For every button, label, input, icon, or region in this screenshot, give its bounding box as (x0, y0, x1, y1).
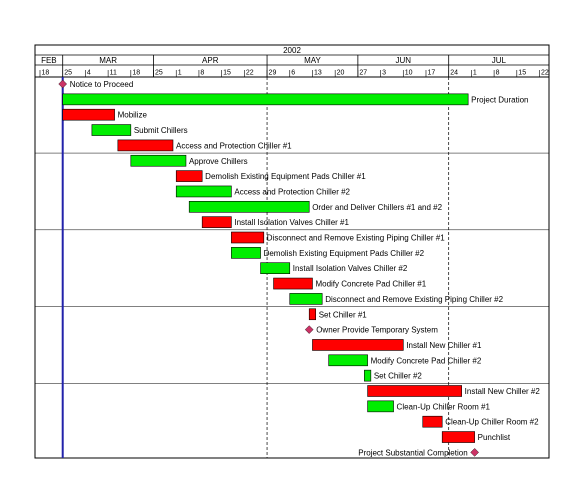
task-bar (367, 400, 394, 413)
task-label: Punchlist (478, 433, 511, 442)
week-tick-label: 15 (518, 70, 526, 77)
task-bar (188, 201, 310, 213)
task-label: Install New Chiller #1 (406, 341, 482, 350)
task-label: Access and Protection Chiller #1 (176, 141, 292, 150)
task-label: Project Substantial Completion (358, 448, 467, 457)
horizontal-gridlines (35, 152, 549, 384)
task-bar (273, 277, 313, 290)
month-label: MAY (304, 56, 321, 65)
task-bar (289, 293, 323, 305)
task-label: Demolish Existing Equipment Pads Chiller… (264, 249, 425, 258)
year-label: 2002 (283, 46, 301, 55)
task-label: Set Chiller #1 (319, 310, 368, 319)
task-label: Install Isolation Valves Chiller #1 (234, 218, 349, 227)
task-label: Mobilize (118, 111, 148, 120)
task-label: Set Chiller #2 (374, 372, 423, 381)
milestone-marker (58, 79, 67, 89)
task-bar (367, 385, 462, 397)
milestone-marker (304, 325, 314, 334)
week-tick-label: 1 (473, 70, 477, 77)
task-label: Disconnect and Remove Existing Piping Ch… (267, 234, 445, 243)
task-bar (422, 415, 443, 428)
task-bar (308, 308, 317, 321)
task-label: Disconnect and Remove Existing Piping Ch… (325, 295, 503, 304)
task-bar (231, 247, 261, 259)
task-label: Order and Deliver Chillers #1 and #2 (312, 203, 442, 212)
task-label: Approve Chillers (189, 157, 248, 166)
task-bar (62, 108, 115, 121)
week-tick-label: 17 (427, 70, 435, 77)
task-bar (130, 154, 187, 167)
month-label: FEB (41, 56, 57, 65)
week-tick-row: 18 25 4 11 18 25 1 8 15 22 29 6 13 20 27 3 10 17 24 1 8 15 22 (39, 70, 549, 77)
task-bar (441, 431, 475, 443)
task-label: Project Duration (471, 95, 528, 104)
week-tick-label: 18 (132, 70, 140, 77)
week-tick-label: 15 (223, 70, 231, 77)
task-bar (260, 262, 291, 275)
chart-frame (34, 44, 550, 459)
week-tick-label: 29 (269, 70, 277, 77)
task-bar (91, 124, 132, 136)
week-tick-label: 22 (541, 70, 549, 77)
week-tick-label: 8 (496, 70, 500, 77)
task-bar (312, 339, 404, 351)
task-bar (364, 369, 372, 382)
task-label: Submit Chillers (134, 126, 188, 135)
week-tick-label: 25 (64, 70, 72, 77)
task-label: Access and Protection Chiller #2 (234, 187, 350, 196)
week-tick-label: 25 (155, 70, 163, 77)
month-label: JUL (492, 56, 507, 65)
week-tick-label: 24 (450, 70, 458, 77)
week-tick-label: 1 (178, 70, 182, 77)
milestone-marker (470, 448, 479, 457)
task-bar (175, 170, 203, 182)
task-bar (62, 93, 469, 106)
week-tick-label: 13 (314, 70, 322, 77)
task-label: Clean-Up Chiller Room #1 (397, 402, 491, 411)
week-tick-label: 27 (359, 70, 367, 77)
task-bar (328, 354, 368, 367)
week-tick-label: 22 (246, 70, 254, 77)
task-label: Clean-Up Chiller Room #2 (445, 418, 539, 427)
month-label: JUN (396, 56, 412, 65)
task-bar (201, 216, 232, 228)
task-label: Demolish Existing Equipment Pads Chiller… (205, 172, 366, 181)
task-bar (117, 139, 174, 152)
task-label: Modify Concrete Pad Chiller #2 (371, 356, 482, 365)
week-tick-label: 8 (200, 70, 204, 77)
month-label: MAR (99, 56, 117, 65)
week-tick-label: 4 (87, 70, 91, 77)
week-tick-label: 3 (382, 70, 386, 77)
task-label: Install Isolation Valves Chiller #2 (293, 264, 408, 273)
task-label: Modify Concrete Pad Chiller #1 (315, 280, 426, 289)
week-tick-label: 10 (405, 70, 413, 77)
task-label: Install New Chiller #2 (465, 387, 541, 396)
task-rows: Notice to Proceed Project Duration Mobiliz… (58, 79, 541, 457)
month-label: APR (202, 56, 219, 65)
task-label: Notice to Proceed (70, 80, 134, 89)
task-label: Owner Provide Temporary System (316, 326, 438, 335)
task-bar (231, 231, 265, 244)
week-tick-label: 18 (42, 70, 50, 77)
week-tick-label: 11 (110, 70, 117, 77)
week-tick-label: 6 (291, 70, 295, 77)
week-tick-label: 20 (337, 70, 345, 77)
task-bar (175, 185, 232, 198)
